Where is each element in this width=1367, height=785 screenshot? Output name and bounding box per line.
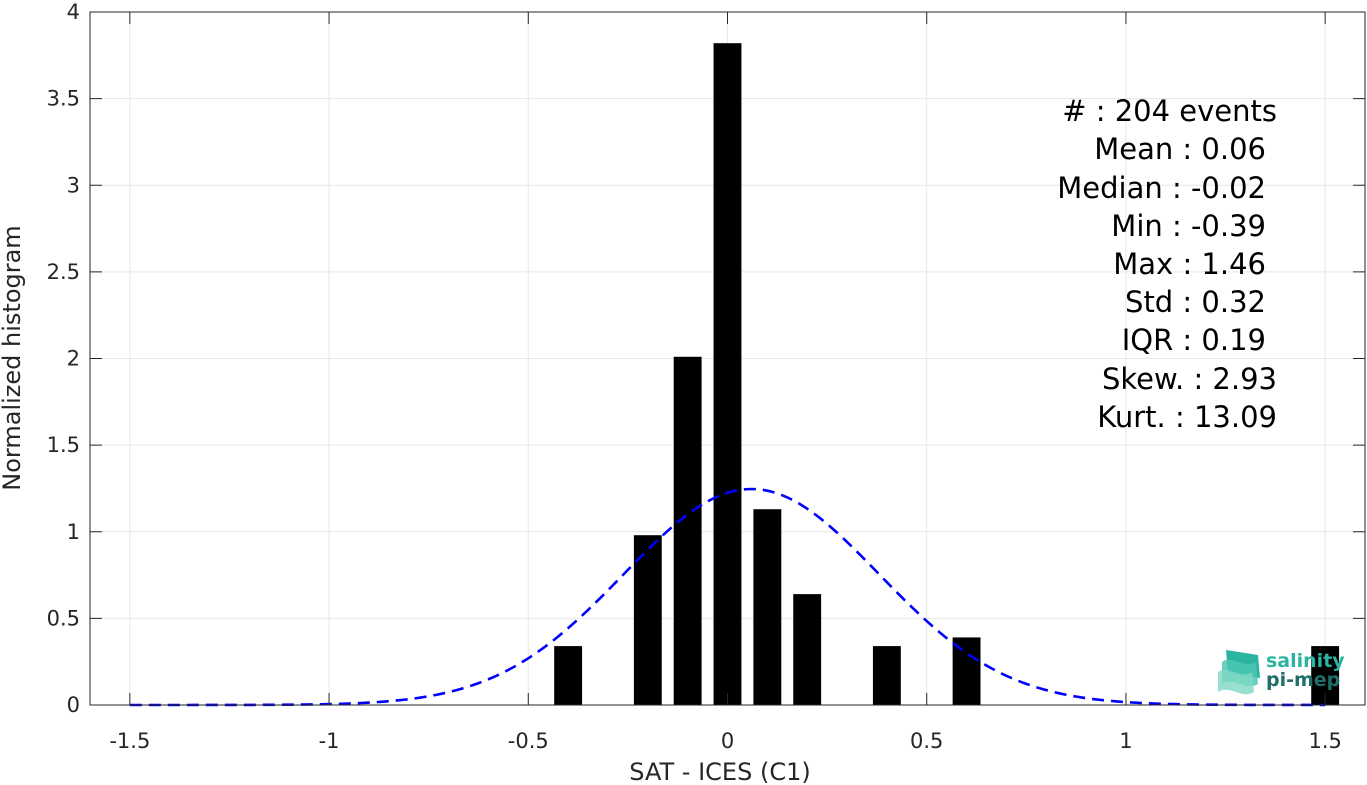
x-tick-label: -1	[319, 729, 340, 753]
x-tick-label: 1	[1119, 729, 1132, 753]
y-axis-label: Normalized histogram	[0, 225, 26, 490]
x-tick-label: 0.5	[910, 729, 943, 753]
y-tick-label: 0	[67, 693, 80, 717]
y-tick-label: 2	[67, 347, 80, 371]
y-tick-label: 2.5	[47, 260, 80, 284]
logo-line-2: pi-mep	[1266, 669, 1340, 691]
stat-std: Std : 0.32	[1125, 285, 1266, 319]
stat-iqr: IQR : 0.19	[1122, 323, 1266, 357]
histogram-bar	[793, 594, 822, 705]
y-tick-label: 3.5	[47, 87, 80, 111]
y-tick-label: 1.5	[47, 433, 80, 457]
stat-median: Median : -0.02	[1057, 171, 1266, 205]
histogram-bar	[554, 646, 583, 705]
x-tick-label: -0.5	[508, 729, 549, 753]
y-tick-label: 1	[67, 520, 80, 544]
histogram-bar	[713, 43, 742, 706]
y-tick-label: 4	[67, 0, 80, 24]
x-axis-label: SAT - ICES (C1)	[629, 758, 810, 785]
salinity-pimep-logo: salinity pi-mep	[1218, 650, 1345, 695]
stat-min: Min : -0.39	[1111, 209, 1266, 243]
x-tick-label: 1.5	[1308, 729, 1341, 753]
histogram-bar	[952, 637, 981, 705]
stat-skew: Skew. : 2.93	[1102, 362, 1277, 396]
histogram-bar	[753, 509, 782, 705]
histogram-bar	[872, 646, 901, 705]
axis-ticks: -1.5 -1 -0.5 0 0.5 1 1.5 0 0.5 1 1.5 2 2.5 3 3.5 4	[47, 0, 1365, 753]
stat-max: Max : 1.46	[1113, 247, 1266, 281]
histogram-bar	[673, 356, 702, 705]
y-tick-label: 3	[67, 173, 80, 197]
stat-events: # : 204 events	[1062, 94, 1277, 128]
x-tick-label: -1.5	[109, 729, 150, 753]
stat-mean: Mean : 0.06	[1094, 132, 1266, 166]
histogram-bar	[633, 535, 662, 705]
wave-logo-icon	[1218, 650, 1260, 695]
logo-line-1: salinity	[1266, 650, 1345, 672]
y-tick-label: 0.5	[47, 606, 80, 630]
stat-kurt: Kurt. : 13.09	[1097, 400, 1277, 434]
stats-box: # : 204 events Mean : 0.06 Median : -0.0…	[1057, 94, 1277, 434]
x-tick-label: 0	[721, 729, 734, 753]
histogram-bars	[554, 43, 1340, 706]
